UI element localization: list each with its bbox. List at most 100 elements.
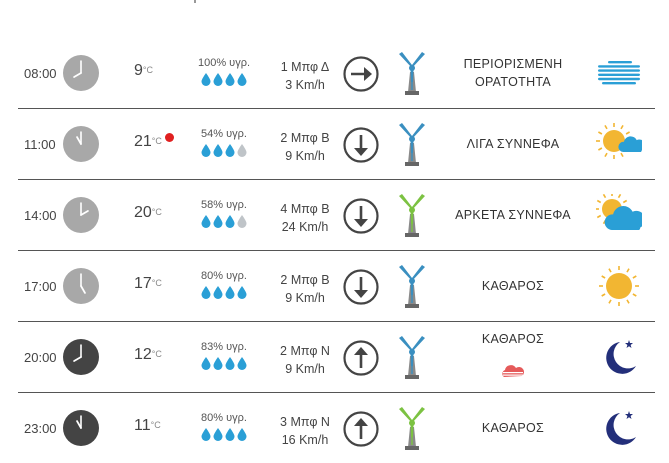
drop-full-icon: [225, 144, 235, 157]
wind-speed: 9 Km/h: [285, 291, 325, 305]
arrow-down-icon: [343, 269, 379, 305]
drop-empty-icon: [237, 144, 247, 157]
hourly-forecast-table: 08:00 9°C 100% υγρ. 1 Μπφ Δ 3 Km/h ΠΕΡΙΟ…: [18, 38, 655, 463]
temperature: 11°C: [134, 417, 161, 434]
forecast-row-2000: 20:00 12°C 83% υγρ. 2 Μπφ Ν 9 Km/h ΚΑΘΑΡ…: [18, 322, 655, 393]
moon-icon: [606, 340, 636, 374]
wind-speed: 9 Km/h: [285, 362, 325, 376]
humidity-block: 83% υγρ.: [186, 341, 262, 370]
forecast-row-1100: 11:00 21°C 54% υγρ. 2 Μπφ Β 9 Km/h ΛΙΓΑ …: [18, 109, 655, 180]
wind-block: 2 Μπφ Ν 9 Km/h: [262, 342, 348, 378]
sun-icon: [599, 266, 639, 306]
drop-full-icon: [237, 286, 247, 299]
arrow-right-icon: [343, 56, 379, 92]
windmill-icon: [399, 265, 425, 308]
drop-full-icon: [201, 215, 211, 228]
clock-icon: [63, 410, 99, 446]
weather-description: ΚΑΘΑΡΟΣ: [481, 332, 545, 346]
arrow-up-icon: [343, 340, 379, 376]
time-label: 14:00: [24, 208, 57, 223]
windmill-icon: [399, 336, 425, 379]
forecast-row-2300: 23:00 11°C 80% υγρ. 3 Μπφ Ν 16 Km/h ΚΑΘΑ…: [18, 393, 655, 463]
clock-icon: [63, 55, 99, 91]
drop-full-icon: [237, 357, 247, 370]
time-label: 17:00: [24, 279, 57, 294]
drop-full-icon: [225, 357, 235, 370]
humidity-label: 54% υγρ.: [201, 128, 247, 140]
humidity-drops: [186, 215, 262, 228]
drop-full-icon: [237, 428, 247, 441]
forecast-row-1700: 17:00 17°C 80% υγρ. 2 Μπφ Β 9 Km/h ΚΑΘΑΡ…: [18, 251, 655, 322]
temperature: 20°C: [134, 204, 162, 221]
wind-beaufort: 2 Μπφ Β: [280, 273, 330, 287]
drop-full-icon: [201, 144, 211, 157]
windmill-icon: [399, 194, 425, 237]
time-label: 11:00: [24, 137, 56, 152]
forecast-row-1400: 14:00 20°C 58% υγρ. 4 Μπφ Β 24 Km/h ΑΡΚΕ…: [18, 180, 655, 251]
temperature: 12°C: [134, 346, 162, 363]
arrow-down-icon: [343, 127, 379, 163]
top-divider-mark: [194, 0, 196, 3]
humidity-block: 80% υγρ.: [186, 412, 262, 441]
arrow-down-icon: [343, 198, 379, 234]
drop-full-icon: [225, 286, 235, 299]
windmill-icon: [399, 52, 425, 95]
humidity-drops: [186, 286, 262, 299]
drop-full-icon: [201, 357, 211, 370]
wind-beaufort: 4 Μπφ Β: [280, 202, 330, 216]
windmill-icon: [399, 123, 425, 166]
wind-block: 4 Μπφ Β 24 Km/h: [262, 200, 348, 236]
wind-speed: 3 Km/h: [285, 78, 325, 92]
drop-full-icon: [213, 357, 223, 370]
wind-block: 1 Μπφ Δ 3 Km/h: [262, 58, 348, 94]
wind-beaufort: 3 Μπφ Ν: [280, 415, 330, 429]
wind-speed: 16 Km/h: [281, 433, 329, 447]
drop-full-icon: [201, 73, 211, 86]
weather-description: ΚΑΘΑΡΟΣ: [481, 279, 545, 293]
humidity-block: 100% υγρ.: [186, 57, 262, 86]
humidity-label: 80% υγρ.: [201, 412, 247, 424]
forecast-row-0800: 08:00 9°C 100% υγρ. 1 Μπφ Δ 3 Km/h ΠΕΡΙΟ…: [18, 38, 655, 109]
humidity-drops: [186, 144, 262, 157]
sun-cloud-icon: [596, 194, 642, 230]
drop-full-icon: [201, 286, 211, 299]
arrow-up-icon: [343, 411, 379, 447]
drop-full-icon: [213, 215, 223, 228]
humidity-block: 58% υγρ.: [186, 199, 262, 228]
humidity-label: 100% υγρ.: [197, 57, 251, 69]
drop-full-icon: [213, 73, 223, 86]
drop-full-icon: [225, 73, 235, 86]
temperature: 17°C: [134, 275, 162, 292]
weather-description: ΚΑΘΑΡΟΣ: [481, 421, 545, 435]
weather-description: ΛΙΓΑ ΣΥΝΝΕΦΑ: [466, 137, 560, 151]
humidity-drops: [186, 428, 262, 441]
wind-block: 2 Μπφ Β 9 Km/h: [262, 271, 348, 307]
drop-full-icon: [225, 428, 235, 441]
wind-block: 2 Μπφ Β 9 Km/h: [262, 129, 348, 165]
wind-block: 3 Μπφ Ν 16 Km/h: [262, 413, 348, 449]
humidity-label: 80% υγρ.: [201, 270, 247, 282]
wind-beaufort: 1 Μπφ Δ: [280, 60, 330, 74]
wind-speed: 24 Km/h: [281, 220, 329, 234]
humidity-drops: [186, 73, 262, 86]
drop-full-icon: [201, 428, 211, 441]
wind-beaufort: 2 Μπφ Ν: [280, 344, 330, 358]
weather-description: ΠΕΡΙΟΡΙΣΜΕΝΗ ΟΡΑΤΟΤΗΤΑ: [463, 57, 563, 89]
red-haze-icon: [502, 365, 524, 377]
humidity-label: 58% υγρ.: [201, 199, 247, 211]
drop-full-icon: [237, 73, 247, 86]
fog-icon: [598, 61, 640, 85]
drop-full-icon: [213, 144, 223, 157]
weather-description: ΑΡΚΕΤΑ ΣΥΝΝΕΦΑ: [455, 208, 571, 222]
time-label: 20:00: [24, 350, 57, 365]
drop-empty-icon: [237, 215, 247, 228]
wind-beaufort: 2 Μπφ Β: [280, 131, 330, 145]
time-label: 08:00: [24, 66, 57, 81]
time-label: 23:00: [24, 421, 57, 436]
windmill-icon: [399, 407, 425, 450]
drop-full-icon: [213, 428, 223, 441]
clock-icon: [63, 339, 99, 375]
moon-icon: [606, 411, 636, 445]
humidity-block: 54% υγρ.: [186, 128, 262, 157]
clock-icon: [63, 126, 99, 162]
